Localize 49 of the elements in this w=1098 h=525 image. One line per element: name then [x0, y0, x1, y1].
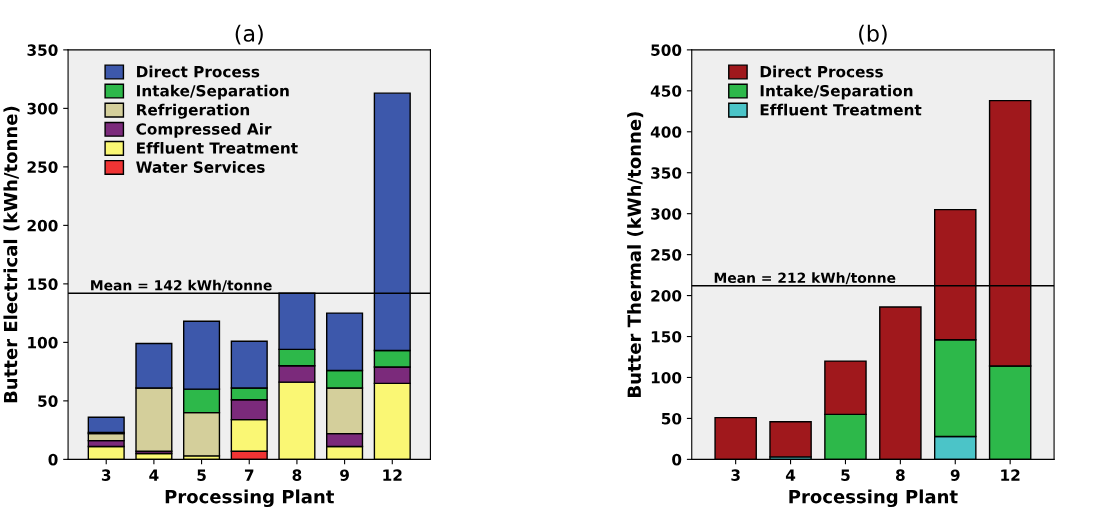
y-tick-label: 200 [651, 290, 682, 302]
x-tick-label: 5 [841, 469, 850, 481]
legend-label: Effluent Treatment [137, 142, 298, 154]
x-tick-label: 7 [244, 469, 254, 481]
y-tick-label: 100 [651, 371, 682, 384]
y-tick-label: 200 [27, 219, 58, 232]
legend-label: Intake/Separation [760, 84, 913, 100]
y-tick-label: 250 [651, 249, 682, 261]
x-tick-label: 9 [950, 469, 960, 481]
legend-label: Compressed Air [136, 122, 272, 138]
y-tick-label: 400 [650, 126, 682, 138]
x-tick-label: 3 [101, 469, 111, 481]
legend-label: Direct Process [760, 65, 883, 78]
y-axis-title: Butter Thermal (kWh/tonne) [627, 112, 644, 397]
y-tick-label: 150 [28, 278, 58, 290]
chart-title: (a) [235, 24, 263, 45]
y-tick-label: 300 [651, 208, 682, 220]
y-tick-label: 50 [661, 412, 682, 425]
legend-label: Refrigeration [137, 103, 250, 119]
y-tick-label: 250 [27, 161, 58, 173]
y-tick-label: 150 [651, 330, 682, 343]
x-axis-title: Processing Plant [165, 489, 334, 508]
x-tick-label: 5 [197, 469, 206, 481]
x-tick-label: 4 [785, 469, 796, 481]
y-tick-label: 500 [651, 44, 682, 56]
x-tick-label: 8 [292, 469, 302, 481]
x-tick-label: 12 [383, 469, 402, 481]
x-tick-label: 3 [731, 469, 740, 481]
y-axis-title: Butter Electrical (kWh/tonne) [3, 106, 20, 403]
x-tick-label: 9 [340, 469, 349, 481]
y-tick-label: 50 [38, 395, 58, 407]
legend-label: Effluent Treatment [760, 103, 922, 116]
ref-line-label: Mean = 212 kWh/tonne [714, 272, 896, 285]
x-axis-title: Processing Plant [789, 489, 958, 508]
y-tick-label: 100 [28, 336, 58, 349]
legend-label: Direct Process [137, 65, 260, 78]
chart-title: (b) [859, 24, 887, 45]
legend-label: Water Services [136, 161, 265, 173]
y-tick-label: 450 [650, 85, 682, 97]
y-tick-label: 0 [672, 453, 682, 466]
x-tick-label: 8 [895, 469, 905, 481]
ref-line-label: Mean = 142 kWh/tonne [91, 279, 272, 292]
x-tick-label: 4 [149, 469, 159, 481]
y-tick-label: 350 [27, 44, 58, 56]
y-tick-label: 300 [27, 102, 58, 115]
y-tick-label: 0 [48, 453, 58, 466]
legend-label: Intake/Separation [137, 84, 289, 100]
y-tick-label: 350 [651, 167, 682, 179]
x-tick-label: 12 [1001, 469, 1020, 481]
